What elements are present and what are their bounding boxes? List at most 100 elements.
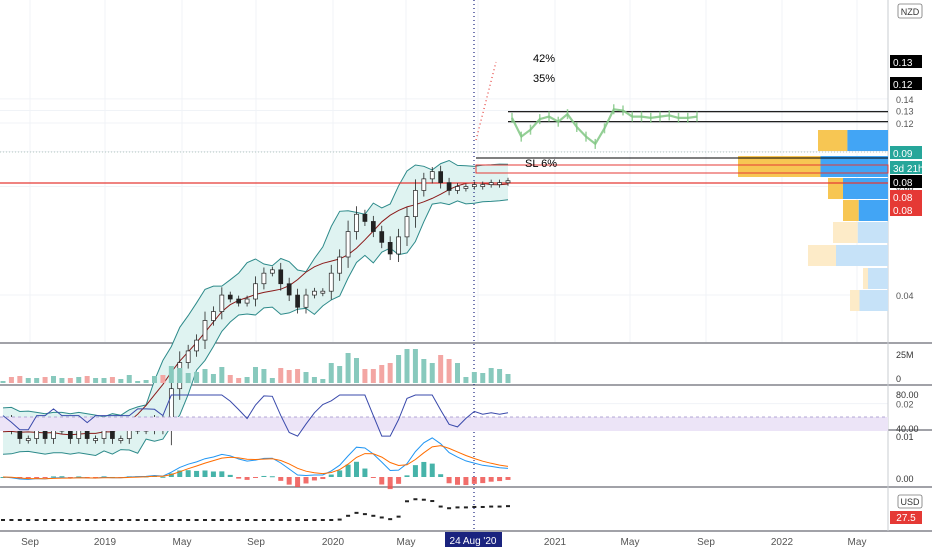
usd-candle: [169, 519, 174, 521]
candle-body: [488, 182, 494, 185]
volume-bar: [93, 378, 99, 383]
volume-profile-bar: [836, 245, 888, 266]
volume-bar: [160, 375, 166, 383]
volume-bar: [379, 365, 385, 383]
macd-histogram-bar: [227, 474, 233, 477]
usd-candle: [396, 515, 401, 518]
candle-body: [202, 320, 208, 341]
date-marker-label: 24 Aug '20: [450, 536, 497, 547]
rsi-line: [2, 394, 509, 437]
macd-histogram-bar: [269, 476, 275, 478]
macd-histogram-bar: [67, 477, 73, 478]
volume-bar: [126, 375, 132, 383]
price-tick-label: 0.13: [896, 106, 914, 116]
macd-histogram-bar: [446, 477, 452, 484]
usd-candle: [497, 505, 502, 508]
volume-bar: [17, 376, 23, 383]
time-tick-label: 2022: [771, 537, 794, 548]
candle-body: [429, 171, 435, 180]
candle-body: [446, 182, 452, 191]
volume-bar: [497, 369, 503, 383]
macd-histogram-bar: [278, 477, 284, 481]
usd-candle: [295, 519, 300, 521]
usd-candle: [59, 519, 64, 521]
candle-body: [505, 180, 511, 184]
macd-histogram-bar: [244, 477, 250, 480]
time-tick-label: 2021: [544, 537, 567, 548]
macd-histogram-bar: [210, 471, 216, 477]
usd-candle: [270, 519, 275, 521]
date-marker-badge: [445, 532, 502, 547]
volume-profile-bar: [818, 130, 848, 151]
macd-histogram-bar: [480, 477, 486, 484]
candle-body: [328, 272, 334, 292]
candle-body: [370, 221, 376, 232]
candle-body: [185, 350, 191, 363]
usd-candle: [320, 519, 325, 521]
usd-candle: [388, 518, 393, 521]
macd-histogram-bar: [202, 470, 208, 477]
usd-candle: [480, 505, 485, 508]
volume-profile-bar: [828, 178, 843, 199]
volume-bar: [303, 372, 309, 383]
macd-histogram-bar: [25, 477, 31, 479]
candle-body: [455, 186, 460, 191]
candle-body: [438, 171, 444, 183]
candle-body: [261, 272, 267, 285]
volume-bar: [446, 359, 452, 383]
volume-profile-bar: [850, 290, 860, 311]
volume-bar: [177, 368, 183, 383]
volume-bar: [152, 376, 157, 383]
volume-bar: [455, 363, 460, 383]
volume-bar: [421, 359, 427, 383]
stop-loss-box: [475, 164, 889, 174]
usd-candle: [463, 506, 468, 509]
macd-histogram-bar: [177, 470, 183, 477]
currency-label: NZD: [901, 7, 920, 17]
candle-body: [219, 294, 225, 312]
volume-bar: [227, 375, 233, 383]
volume-bar: [438, 355, 444, 383]
usd-price-label: 27.5: [896, 513, 916, 524]
usd-candle: [236, 519, 241, 521]
volume-profile-bar: [858, 200, 888, 221]
usd-candle: [329, 519, 334, 521]
usd-candle: [253, 519, 258, 521]
time-tick-label: May: [173, 537, 192, 548]
usd-candle: [447, 507, 452, 510]
time-tick-label: Sep: [697, 537, 715, 548]
usd-candle: [261, 519, 266, 521]
volume-bar: [67, 378, 73, 383]
candle-body: [244, 298, 250, 304]
usd-candle: [346, 514, 351, 517]
volume-pane: 25M 0: [0, 349, 914, 384]
volume-bar: [278, 368, 284, 383]
macd-histogram-bar: [51, 476, 56, 478]
volume-bar: [370, 369, 376, 383]
volume-bar: [253, 367, 258, 383]
volume-bar: [51, 376, 56, 383]
volume-bar: [101, 378, 107, 383]
usd-candle: [9, 519, 14, 521]
usd-pane: USD 27.5: [1, 494, 923, 524]
usd-candle: [51, 519, 56, 521]
candle-body: [25, 438, 31, 441]
price-badge-label: 0.08: [893, 193, 913, 204]
usd-candle: [17, 519, 22, 521]
candle-body: [269, 269, 275, 274]
macd-histogram-bar: [337, 470, 343, 477]
candle-body: [471, 184, 477, 187]
candle-body: [387, 242, 393, 255]
usd-candle: [160, 519, 165, 521]
candle-body: [227, 294, 233, 300]
macd-histogram-bar: [421, 461, 427, 477]
macd-histogram-bar: [34, 477, 40, 478]
usd-candle: [379, 516, 384, 519]
usd-candle: [219, 519, 224, 521]
price-tick-label: 0.14: [896, 95, 914, 105]
usd-candle: [110, 519, 115, 521]
macd-histogram-bar: [345, 464, 351, 477]
trend-dotted-line: [475, 61, 497, 141]
